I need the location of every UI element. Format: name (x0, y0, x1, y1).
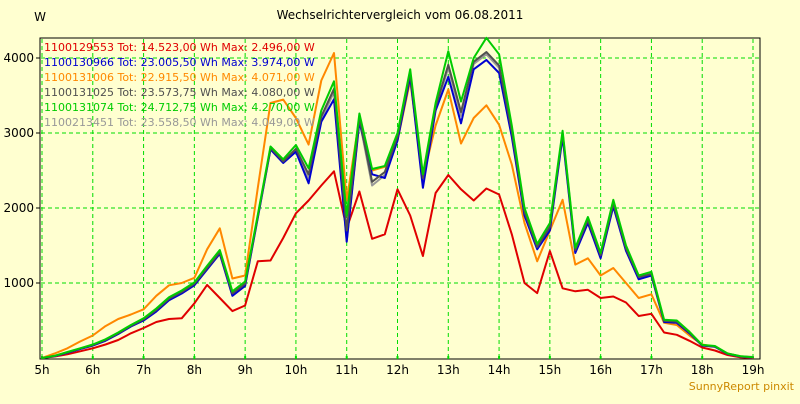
x-axis-tick-label: 17h (640, 363, 663, 377)
legend-row-1100213451: 1100213451 Tot: 23.558,50 Wh Max: 4.049,… (44, 116, 315, 129)
legend-row-1100131025: 1100131025 Tot: 23.573,75 Wh Max: 4.080,… (44, 86, 315, 99)
x-axis-tick-label: 19h (742, 363, 765, 377)
x-axis-tick-label: 11h (335, 363, 358, 377)
x-axis-tick-label: 6h (85, 363, 100, 377)
plot-frame (39, 37, 761, 360)
x-axis-tick-label: 13h (437, 363, 460, 377)
legend-row-1100129553: 1100129553 Tot: 14.523,00 Wh Max: 2.496,… (44, 41, 315, 54)
footer-credit: SunnyReport pinxit (688, 380, 794, 393)
x-axis-tick-label: 16h (589, 363, 612, 377)
x-axis-tick-label: 18h (691, 363, 714, 377)
chart-title: Wechselrichtervergleich vom 06.08.2011 (276, 8, 524, 22)
series-line-1100129553 (41, 170, 754, 359)
y-axis-tick-label: 4000 (3, 51, 34, 65)
legend-row-1100130966: 1100130966 Tot: 23.005,50 Wh Max: 3.974,… (44, 56, 315, 69)
x-axis-tick-label: 15h (538, 363, 561, 377)
x-axis-tick-label: 10h (284, 363, 307, 377)
x-axis-tick-label: 9h (238, 363, 253, 377)
x-axis-tick-label: 5h (34, 363, 49, 377)
series-line-1100131074 (41, 36, 754, 359)
y-axis-unit-label: W (34, 10, 46, 24)
x-axis-tick-label: 7h (136, 363, 151, 377)
x-axis-tick-label: 12h (386, 363, 409, 377)
y-axis-tick-label: 1000 (3, 276, 34, 290)
x-axis-tick-label: 8h (187, 363, 202, 377)
y-axis-tick-label: 2000 (3, 201, 34, 215)
legend-row-1100131006: 1100131006 Tot: 22.915,50 Wh Max: 4.071,… (44, 71, 315, 84)
y-axis-tick-label: 3000 (3, 126, 34, 140)
x-axis-tick-label: 14h (488, 363, 511, 377)
legend-row-1100131074: 1100131074 Tot: 24.712,75 Wh Max: 4.270,… (44, 101, 315, 114)
